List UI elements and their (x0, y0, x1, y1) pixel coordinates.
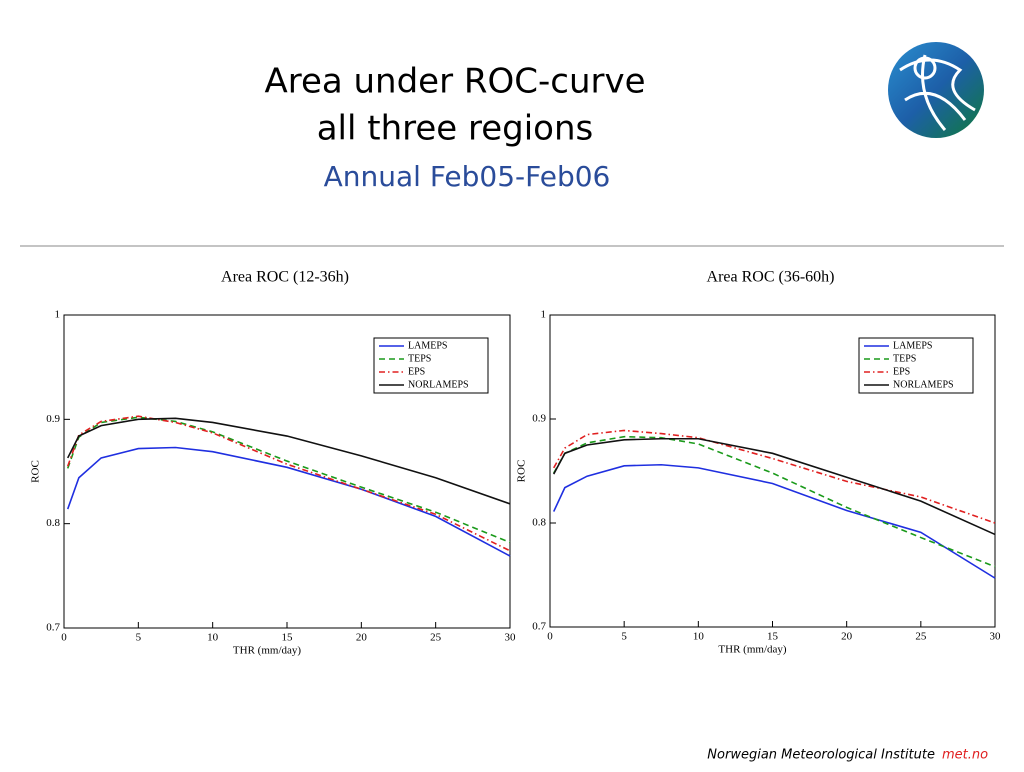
footer: Norwegian Meteorological Institute (707, 748, 935, 763)
x-tick-label: 5 (136, 632, 142, 644)
line (553, 435, 996, 568)
line (552, 463, 996, 579)
legend-box (373, 337, 489, 394)
y-tick-label: 0.8 (46, 517, 60, 529)
legend-label: EPS (893, 366, 910, 377)
x-tick-label: 10 (207, 632, 219, 644)
legend-label: NORLAMEPS (893, 379, 954, 390)
footer-brand: met.no (942, 748, 988, 763)
legend-box (858, 337, 974, 394)
line (67, 417, 511, 505)
y-tick-label: 0.8 (532, 517, 546, 529)
x-tick-label: 15 (767, 631, 779, 643)
y-tick-label: 1 (55, 309, 61, 321)
y-axis-label: ROC (516, 460, 528, 483)
y-tick-label: 0.7 (46, 622, 60, 634)
legend-label: EPS (408, 366, 425, 377)
y-tick-label: 0.9 (532, 413, 546, 425)
legend-label: LAMEPS (408, 340, 447, 351)
x-tick-label: 10 (693, 631, 705, 643)
slide-title: Area under ROC-curve (264, 62, 645, 102)
x-tick-label: 30 (990, 631, 1002, 643)
slide-title: all three regions (317, 109, 594, 149)
x-axis-label: THR (mm/day) (233, 645, 301, 657)
y-tick-label: 0.9 (46, 413, 60, 425)
x-tick-label: 15 (282, 632, 294, 644)
chart-title: Area ROC (36-60h) (707, 269, 835, 286)
x-tick-label: 5 (621, 631, 627, 643)
x-tick-label: 25 (915, 631, 927, 643)
x-tick-label: 20 (841, 631, 853, 643)
logo (888, 42, 984, 138)
x-tick-label: 25 (430, 632, 442, 644)
line (553, 437, 996, 536)
legend-label: TEPS (893, 353, 916, 364)
line (553, 429, 996, 524)
line (66, 446, 511, 557)
line (66, 415, 511, 552)
legend-label: LAMEPS (893, 340, 932, 351)
x-axis-label: THR (mm/day) (718, 644, 786, 656)
y-tick-label: 1 (541, 309, 547, 321)
chart-title: Area ROC (12-36h) (221, 269, 349, 286)
x-tick-label: 0 (547, 631, 553, 643)
legend-label: TEPS (408, 353, 431, 364)
line (66, 416, 511, 544)
x-tick-label: 0 (61, 632, 67, 644)
x-tick-label: 30 (505, 632, 517, 644)
y-tick-label: 0.7 (532, 621, 546, 633)
legend-label: NORLAMEPS (408, 379, 469, 390)
x-tick-label: 20 (356, 632, 368, 644)
slide-subtitle: Annual Feb05-Feb06 (324, 160, 611, 193)
y-axis-label: ROC (30, 460, 42, 483)
